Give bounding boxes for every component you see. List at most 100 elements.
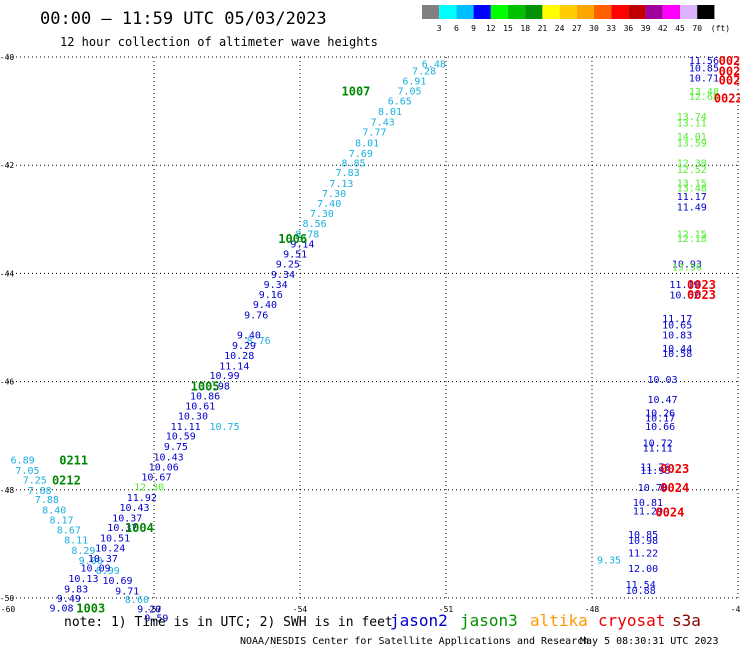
track-time-annotation: 0024 xyxy=(660,481,689,495)
data-point-label: 6.91 xyxy=(402,76,426,87)
data-point-label: 13.48 xyxy=(677,183,707,194)
satellite-legend-cryosat: cryosat xyxy=(598,611,665,630)
data-point-label: 10.71 xyxy=(689,74,719,85)
track-time-annotation: 0021 xyxy=(719,54,740,68)
data-point-label: 12.18 xyxy=(677,234,707,245)
data-point-label: 9.76 xyxy=(244,311,268,322)
colorbar-tick-label: 6 xyxy=(454,24,459,33)
data-point-label: 10.75 xyxy=(210,422,240,433)
data-point-label: 11.92 xyxy=(127,493,157,504)
track-time-annotation: 0023 xyxy=(687,288,716,302)
colorbar-tick-label: 18 xyxy=(520,24,530,33)
data-point-label: 10.30 xyxy=(178,412,208,423)
data-point-label: 11.96 xyxy=(640,466,670,477)
credit-timestamp: May 5 08:30:31 UTC 2023 xyxy=(580,636,718,647)
data-point-label: 12.68 xyxy=(689,92,719,103)
data-point-label: 6.48 xyxy=(422,59,446,70)
data-point-label: 11.14 xyxy=(219,361,249,372)
colorbar-tick-label: 33 xyxy=(606,24,616,33)
data-point-label: 8.67 xyxy=(57,525,81,536)
data-point-label: 10.93 xyxy=(672,260,702,271)
data-point-label: 14.01 xyxy=(677,132,707,143)
data-point-label: 9.16 xyxy=(259,290,283,301)
data-point-label: 8.85 xyxy=(341,158,365,169)
data-point-label: 10.51 xyxy=(100,533,130,544)
chart-title: 00:00 – 11:59 UTC 05/03/2023 xyxy=(40,9,327,29)
data-point-label: 7.69 xyxy=(349,149,373,160)
data-point-label: 10.06 xyxy=(149,463,179,474)
data-point-label: 9.34 xyxy=(264,280,288,291)
data-point-label: 9.75 xyxy=(164,442,188,453)
colorbar-swatch xyxy=(559,5,577,19)
data-point-label: 10.13 xyxy=(68,574,98,585)
data-point-label: 10.70 xyxy=(638,483,668,494)
satellite-legend-jason2: jason2 xyxy=(390,611,448,630)
colorbar-tick-label: 21 xyxy=(538,24,548,33)
colorbar-tick-label: 3 xyxy=(437,24,442,33)
data-point-label: 10.37 xyxy=(112,513,142,524)
data-point-label: 10.58 xyxy=(662,349,692,360)
data-point-label: 10.81 xyxy=(633,498,663,509)
track-time-annotation: 0023 xyxy=(687,278,716,292)
data-point-label: 10.43 xyxy=(154,452,184,463)
data-point-label: 11.17 xyxy=(662,314,692,325)
track-time-annotation: 1005 xyxy=(191,379,220,393)
data-point-label: 11.29 xyxy=(633,506,663,517)
data-point-label: 9.14 xyxy=(290,240,314,251)
data-point-label: 8.99 xyxy=(96,566,120,577)
data-point-label: 9.34 xyxy=(271,270,295,281)
y-tick-label: -44 xyxy=(0,269,14,278)
data-point-label: 8.01 xyxy=(378,107,402,118)
colorbar-swatch xyxy=(628,5,646,19)
data-point-label: 10.28 xyxy=(224,351,254,362)
data-point-label: 9.35 xyxy=(597,556,621,567)
data-point-label: 8.76 xyxy=(247,336,271,347)
data-point-label: 10.43 xyxy=(119,503,149,514)
x-tick-label: -51 xyxy=(439,605,454,614)
data-point-label: 7.25 xyxy=(23,476,47,487)
colorbar-swatch xyxy=(525,5,543,19)
x-tick-label: -54 xyxy=(293,605,308,614)
satellite-legend-s3a: s3a xyxy=(672,611,701,630)
track-time-annotation: 1006 xyxy=(278,232,307,246)
y-tick-label: -40 xyxy=(0,53,14,62)
data-point-label: 7.28 xyxy=(412,67,436,78)
y-tick-label: -42 xyxy=(0,161,14,170)
colorbar-tick-label: 39 xyxy=(641,24,651,33)
data-point-label: 8.17 xyxy=(49,516,73,527)
data-point-label: 7.13 xyxy=(329,179,353,190)
data-point-label: 8.40 xyxy=(42,505,66,516)
data-point-label: 9.40 xyxy=(237,331,261,342)
data-point-label: 12.15 xyxy=(677,229,707,240)
data-point-label: 11.22 xyxy=(628,549,658,560)
track-time-annotation: 0021 xyxy=(719,65,740,79)
data-point-label: 10.69 xyxy=(102,576,132,587)
data-point-label: 10.24 xyxy=(95,544,125,555)
data-point-label: 7.43 xyxy=(371,117,395,128)
data-point-label: 6.65 xyxy=(388,96,412,107)
colorbar-swatch xyxy=(697,5,715,19)
x-tick-label: -48 xyxy=(585,605,600,614)
data-point-label: 9.40 xyxy=(253,300,277,311)
data-point-label: 6.89 xyxy=(11,456,35,467)
colorbar-swatch xyxy=(576,5,594,19)
data-point-label: 7.83 xyxy=(336,168,360,179)
data-point-label: 10.26 xyxy=(645,408,675,419)
data-point-label: 8.60 xyxy=(125,595,149,606)
data-point-label: 13.59 xyxy=(677,138,707,149)
satellite-legend-altika: altika xyxy=(530,611,588,630)
colorbar-tick-label: 24 xyxy=(555,24,565,33)
colorbar-swatch xyxy=(542,5,560,19)
data-point-label: 7.30 xyxy=(310,209,334,220)
data-point-label: 10.44 xyxy=(662,344,692,355)
track-time-annotation: 0212 xyxy=(52,474,81,488)
corner-tick-label: -60 xyxy=(1,605,16,614)
data-point-label: 9.25 xyxy=(276,260,300,271)
data-point-label: 9.08 xyxy=(49,604,73,615)
track-time-annotation: 1007 xyxy=(342,85,371,99)
data-point-label: 8.56 xyxy=(303,219,327,230)
track-time-annotation: 1004 xyxy=(125,521,154,535)
footnote: note: 1) Time is in UTC; 2) SWH is in fe… xyxy=(64,615,393,630)
colorbar-tick-label: 70 xyxy=(692,24,702,33)
track-time-annotation: 0022 xyxy=(719,74,740,88)
